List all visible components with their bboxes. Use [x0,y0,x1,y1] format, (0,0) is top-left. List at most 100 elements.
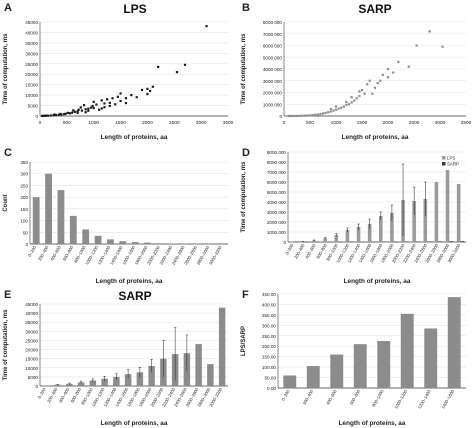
bar [131,242,139,244]
bar [101,378,108,386]
scatter-point [80,109,83,112]
scatter-point [311,114,314,117]
scatter-point [334,108,338,111]
x-tick-label: 500 [306,120,314,126]
scatter-point [381,73,384,76]
x-tick-label: 0–200 [27,244,37,257]
x-tick-label: 0–200 [284,242,294,255]
scatter-point [321,112,325,115]
x-tick-label: 600–800 [349,388,362,405]
y-tick-label: 40000 [25,30,38,35]
x-tick-label: 200–400 [37,244,50,261]
bar-lps [434,182,439,242]
scatter-point [97,108,101,111]
y-tick-label: 35000 [25,41,38,46]
y-tick-label: 7000 000 [267,170,287,175]
y-tick-label: 150 [20,207,28,212]
y-tick-label: 100 [20,219,28,224]
scatter-point [63,113,66,116]
y-tick-label: 1000 000 [263,102,283,107]
bar [424,328,438,388]
bar [42,385,50,386]
scatter-point [100,99,103,102]
bar-sarp [438,241,442,242]
y-tick-label: 0.00 [267,386,276,391]
y-tick-label: 40000 [25,311,38,316]
bar [400,313,414,388]
scatter-point [373,86,377,89]
scatter-point [71,111,74,114]
bar-lps [301,241,305,242]
scatter-point [347,103,351,106]
x-tick-label: 1500 [357,120,368,126]
scatter-point [100,107,103,110]
scatter-point [350,101,353,104]
y-tick-label: 10000 [25,366,38,371]
scatter-point [68,112,72,115]
scatter-point [303,114,306,117]
y-tick-label: 0 [279,114,282,119]
scatter-point [77,108,80,111]
y-tick-label: 35000 [25,320,38,325]
scatter-point [130,94,133,97]
x-axis-title: Length of proteins, aa [344,278,411,285]
bar [377,341,391,388]
scatter-point [350,96,353,99]
y-tick-label: 30000 [25,51,38,56]
scatter-point [334,105,338,108]
scatter-point [76,111,79,114]
x-tick-label: 1000–1200 [393,388,408,409]
bar-lps [334,235,339,242]
bar [353,344,367,388]
chart-a-lps-scatter: 0500010000150002000025000300003500040000… [3,20,234,141]
scatter-point [345,100,348,103]
scatter-point [428,30,431,33]
y-axis-title: Time of computation, ms [3,309,9,381]
scatter-point [345,103,348,106]
y-tick-label: 3000 000 [267,210,287,215]
y-tick-label: 8000 000 [263,20,283,25]
scatter-point [49,114,52,117]
y-tick-label: 45000 [25,20,38,25]
chart-b-sarp-scatter: 0 1000 000 2000 000 3000 000 4000 000 5000 00… [241,20,472,141]
bar-lps [412,201,416,242]
chart-d-lps-sarp-bars: 0 1000 000 2000 000 3000 000 4000 000 5000 00… [241,150,466,285]
legend-label: SARP [447,161,459,166]
x-tick-label: 1500 [115,120,126,126]
bar [195,344,202,386]
scatter-point [72,109,75,112]
y-tick-label: 15000 [25,83,38,88]
y-tick-label: 50 [23,230,29,235]
scatter-point [353,99,356,102]
scatter-point [332,109,335,112]
y-tick-label: 0 [35,114,38,119]
scatter-point [392,71,395,74]
y-tick-label: 10000 [25,93,38,98]
y-tick-label: 20000 [25,348,38,353]
bar [69,215,77,244]
chart-c-count-bars: 0 50 100 150 200 250 300 350 Count Length of prot… [3,160,228,285]
scatter-point [111,97,114,100]
bar [54,384,61,386]
scatter-point [59,112,62,116]
x-tick-label: 400–600 [49,244,62,261]
bar [94,235,102,244]
scatter-point [46,114,50,117]
scatter-point [84,111,87,114]
y-tick-label: 30000 [25,329,38,334]
scatter-point [290,114,293,118]
scatter-point [316,113,319,116]
y-tick-label: 200 [20,195,28,200]
scatter-point [295,114,299,118]
y-tick-label: 250.00 [262,334,276,339]
bar-lps [379,216,383,242]
scatter-point [397,60,400,64]
scatter-point [76,110,79,113]
y-tick-label: 25000 [25,62,38,67]
bar-sarp [404,241,409,242]
scatter-point [342,105,345,108]
scatter-point [308,114,312,117]
y-tick-label: 6000 000 [263,44,283,49]
y-tick-label: 0 [35,384,38,389]
bar [89,380,97,386]
